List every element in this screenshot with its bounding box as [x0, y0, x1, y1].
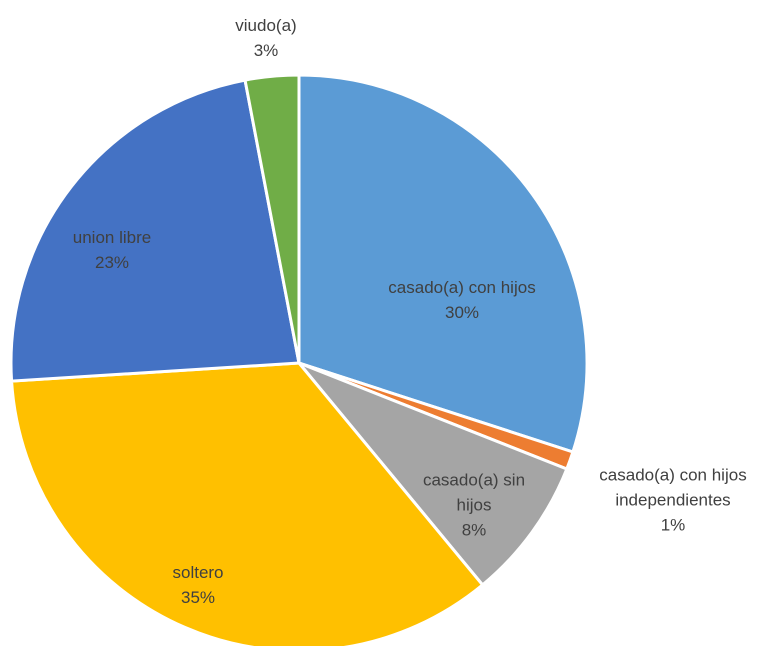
pie-slice — [9, 361, 485, 646]
value-label: 30% — [444, 303, 480, 322]
category-label: viudo(a) — [235, 16, 297, 35]
slice-label: union libre 23% — [42, 225, 182, 275]
value-label: 35% — [180, 588, 216, 607]
value-label: 23% — [94, 253, 130, 272]
slice-label: viudo(a) 3% — [206, 13, 326, 63]
category-label: casado(a) con hijos — [388, 278, 536, 297]
pie-slice — [297, 361, 569, 588]
pie-slice — [9, 78, 301, 383]
value-label: 8% — [461, 520, 487, 540]
slice-label: casado(a) con hijos 30% — [352, 275, 572, 325]
category-label: soltero — [172, 563, 224, 582]
pie-slice — [297, 73, 589, 454]
category-label: union libre — [72, 228, 152, 247]
slice-label: casado(a) con hijos independientes 1% — [578, 463, 768, 538]
value-label: 3% — [253, 41, 279, 60]
category-label: casado(a) con hijos independientes — [599, 465, 747, 510]
category-label: casado(a) sin hijos — [422, 470, 526, 515]
slice-label: soltero 35% — [108, 560, 288, 610]
slice-label: casado(a) sin hijos 8% — [409, 468, 539, 543]
pie-slice — [243, 73, 301, 364]
value-label: 1% — [660, 515, 686, 535]
